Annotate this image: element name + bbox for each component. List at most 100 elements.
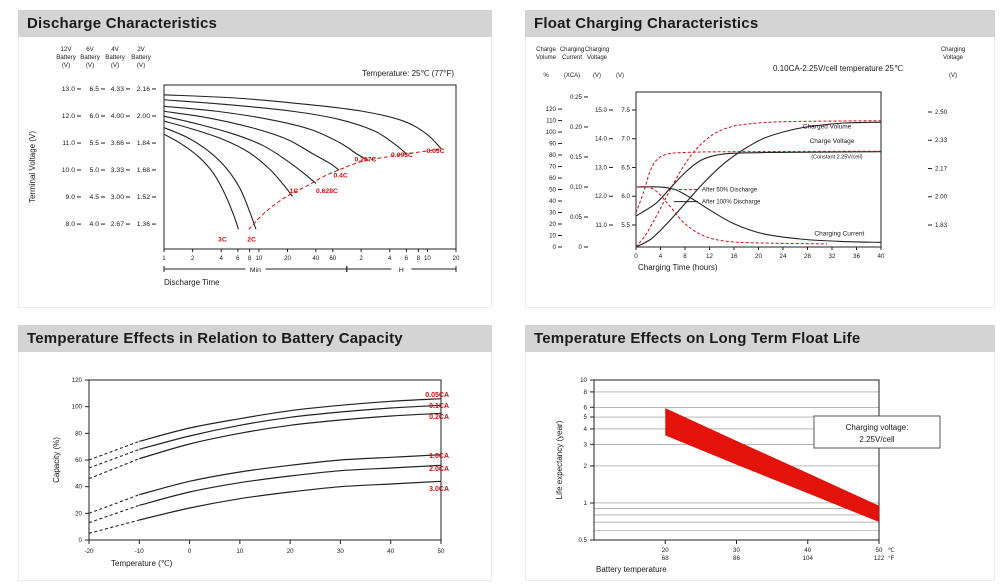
svg-text:90: 90 [549, 141, 556, 148]
svg-text:2C: 2C [247, 237, 256, 244]
cutoff-locus [248, 148, 442, 230]
svg-text:2.17: 2.17 [935, 165, 948, 172]
svg-text:20: 20 [549, 221, 556, 228]
svg-text:After 50% Discharge: After 50% Discharge [702, 188, 758, 194]
section-title-capacity: Temperature Effects in Relation to Batte… [18, 325, 492, 352]
svg-text:30: 30 [337, 548, 344, 555]
svg-text:2.67: 2.67 [111, 221, 124, 228]
svg-text:4V: 4V [111, 46, 119, 53]
svg-text:1.36: 1.36 [137, 221, 150, 228]
svg-text:7.5: 7.5 [621, 107, 630, 114]
svg-text:12V: 12V [60, 46, 72, 53]
svg-text:20: 20 [662, 547, 669, 554]
svg-text:13.0: 13.0 [62, 86, 75, 93]
svg-text:60: 60 [329, 255, 336, 262]
svg-text:4.00: 4.00 [111, 113, 124, 120]
svg-text:(V): (V) [616, 73, 624, 79]
panel-capacity: Temperature Effects in Relation to Batte… [18, 325, 492, 581]
svg-text:3.66: 3.66 [111, 140, 124, 147]
svg-text:5.0: 5.0 [90, 167, 100, 174]
svg-text:1C: 1C [290, 188, 299, 195]
svg-text:Battery: Battery [56, 54, 77, 61]
svg-text:60: 60 [75, 457, 82, 464]
series-charging-current-100 [635, 186, 882, 243]
svg-text:32: 32 [829, 253, 836, 260]
svg-text:2.00: 2.00 [935, 194, 948, 201]
svg-text:100: 100 [72, 404, 83, 411]
svg-text:2: 2 [191, 255, 195, 262]
svg-text:40: 40 [75, 484, 82, 491]
svg-text:5: 5 [584, 414, 588, 421]
float-life-chart: 1086543210.5206830864010450122℃°FChargin… [555, 377, 941, 574]
svg-text:0.10CA-2.25V/cell temperature: 0.10CA-2.25V/cell temperature 25℃ [773, 64, 903, 73]
series-0.1CA [139, 404, 442, 450]
float-charging-chart: 0.10CA-2.25V/cell temperature 25℃ Charge V… [536, 47, 965, 272]
capacity-chart: 0 20 40 60 80 100 120 -20 -10 0 10 20 30 40 50 Capacity… [52, 377, 449, 568]
svg-text:(V): (V) [111, 62, 119, 69]
discharge-chart-body: Temperature: 25℃ (77°F) 12V Battery (V) 13.0… [18, 37, 492, 308]
svg-text:(V): (V) [137, 62, 145, 69]
svg-text:4.33: 4.33 [111, 86, 124, 93]
svg-text:0.5: 0.5 [578, 537, 587, 544]
svg-text:8.0: 8.0 [66, 221, 76, 228]
svg-text:Temperature (℃): Temperature (℃) [111, 559, 173, 568]
svg-text:%: % [543, 73, 549, 79]
svg-text:Charged Volume: Charged Volume [803, 123, 852, 130]
svg-text:Min: Min [250, 267, 261, 274]
svg-text:6: 6 [405, 255, 409, 262]
svg-text:2.16: 2.16 [137, 86, 150, 93]
svg-text:20: 20 [284, 255, 291, 262]
svg-text:Battery: Battery [105, 54, 126, 61]
svg-text:2.50: 2.50 [935, 109, 948, 116]
svg-text:8: 8 [248, 255, 252, 262]
svg-text:40: 40 [878, 253, 885, 260]
svg-text:0.10: 0.10 [570, 184, 583, 191]
svg-text:4: 4 [584, 426, 588, 433]
svg-text:30: 30 [733, 547, 740, 554]
svg-text:Charging voltage:: Charging voltage: [846, 423, 909, 432]
svg-text:10: 10 [424, 255, 431, 262]
svg-text:8: 8 [683, 253, 687, 260]
svg-text:0.05C: 0.05C [426, 148, 444, 155]
svg-text:10: 10 [236, 548, 243, 555]
svg-text:Charging Time (hours): Charging Time (hours) [638, 263, 718, 272]
section-title-text: Float Charging Characteristics [534, 15, 759, 32]
svg-text:120: 120 [546, 106, 557, 113]
section-title-text: Temperature Effects in Relation to Batte… [27, 330, 403, 347]
svg-text:Temperature: 25℃ (77°F): Temperature: 25℃ (77°F) [362, 69, 454, 78]
svg-text:40: 40 [549, 198, 556, 205]
svg-text:6.5: 6.5 [621, 164, 630, 171]
discharge-chart: Temperature: 25℃ (77°F)12VBattery(V)13.0… [28, 46, 460, 287]
svg-text:50: 50 [549, 187, 556, 194]
svg-text:11.0: 11.0 [62, 140, 75, 147]
svg-text:(V): (V) [86, 62, 94, 69]
svg-text:6.5: 6.5 [90, 86, 100, 93]
svg-text:20: 20 [453, 255, 460, 262]
series-charge-voltage-100 [635, 151, 882, 217]
svg-text:7.0: 7.0 [621, 136, 630, 143]
svg-text:0: 0 [634, 253, 638, 260]
svg-text:2.33: 2.33 [935, 137, 948, 144]
svg-text:15.0: 15.0 [595, 107, 608, 114]
svg-text:10: 10 [255, 255, 262, 262]
svg-text:122: 122 [874, 555, 885, 562]
svg-text:24: 24 [780, 253, 787, 260]
svg-text:0.15: 0.15 [570, 154, 583, 161]
section-title-text: Discharge Characteristics [27, 15, 218, 32]
svg-text:0.628C: 0.628C [316, 188, 338, 195]
svg-text:Charging Current: Charging Current [814, 230, 864, 237]
svg-text:4: 4 [388, 255, 392, 262]
svg-text:50: 50 [876, 547, 883, 554]
svg-text:After 100% Discharge: After 100% Discharge [702, 200, 761, 206]
annotation-box [813, 415, 941, 449]
svg-text:0: 0 [579, 244, 583, 251]
panel-float-life: Temperature Effects on Long Term Float L… [525, 325, 995, 581]
life-expectancy-band [665, 408, 879, 523]
svg-text:6.0: 6.0 [621, 193, 630, 200]
float-charging-chart-body: 0.10CA-2.25V/cell temperature 25℃ Charge V… [525, 37, 995, 308]
section-title-text: Temperature Effects on Long Term Float L… [534, 330, 861, 347]
svg-text:40: 40 [312, 255, 319, 262]
section-title-float-charging: Float Charging Characteristics [525, 10, 995, 37]
svg-text:5.5: 5.5 [621, 222, 630, 229]
svg-text:0.05: 0.05 [570, 214, 583, 221]
